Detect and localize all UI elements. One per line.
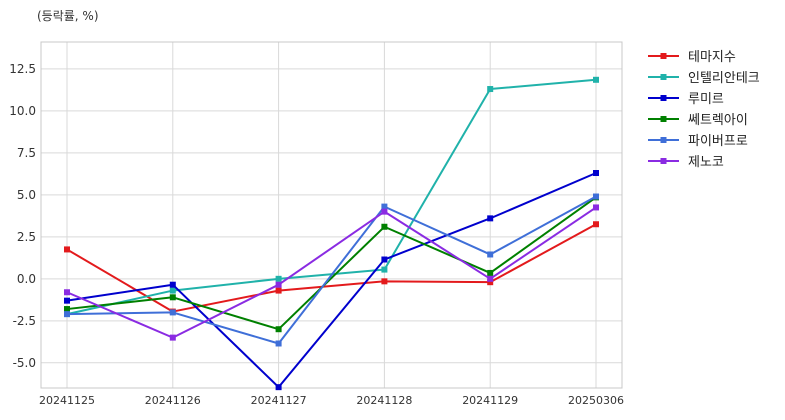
- y-tick-label: 2.5: [17, 230, 36, 244]
- data-point: [275, 326, 282, 333]
- y-tick-label: -2.5: [13, 314, 36, 328]
- x-axis-tick-labels: 20241125 20241126 20241127 20241128 20241129…: [39, 394, 624, 407]
- y-tick-label: 5.0: [17, 188, 36, 202]
- legend-item: 인텔리안테크: [648, 71, 760, 86]
- data-point: [381, 278, 388, 285]
- data-point: [169, 294, 176, 301]
- series-line: [64, 204, 599, 341]
- data-point: [381, 266, 388, 273]
- data-point: [275, 384, 282, 391]
- legend-item: 테마지수: [648, 50, 736, 65]
- data-point: [487, 275, 494, 282]
- data-point: [64, 246, 70, 253]
- series-lines: [64, 76, 599, 391]
- legend-marker: [660, 53, 667, 59]
- data-point: [593, 204, 599, 211]
- data-point: [487, 269, 494, 276]
- plot-area: [40, 41, 623, 389]
- legend-label: 테마지수: [688, 50, 736, 65]
- data-point: [169, 287, 176, 294]
- data-point: [381, 203, 388, 210]
- series-path: [66, 195, 597, 345]
- y-tick-label: -5.0: [13, 356, 36, 370]
- data-point: [593, 193, 599, 200]
- legend-marker: [660, 158, 667, 164]
- x-tick-label: 20241128: [356, 394, 412, 407]
- legend-item: 파이버프로: [648, 134, 748, 149]
- legend-marker: [660, 74, 667, 80]
- legend-label: 쎄트렉아이: [688, 113, 748, 128]
- data-point: [64, 311, 70, 318]
- data-point: [487, 279, 494, 286]
- data-point: [275, 275, 282, 282]
- series-path: [66, 223, 597, 313]
- data-point: [275, 340, 282, 347]
- x-tick-label: 20241125: [39, 394, 95, 407]
- series-path: [66, 172, 597, 389]
- data-point: [169, 334, 176, 341]
- series-path: [66, 196, 597, 331]
- y-tick-label: 10.0: [9, 104, 36, 118]
- series-line: [64, 76, 599, 318]
- x-tick-label: 20241127: [251, 394, 307, 407]
- legend-label: 제노코: [688, 155, 724, 170]
- data-point: [64, 289, 70, 296]
- data-point: [593, 170, 599, 177]
- legend-label: 루미르: [688, 92, 724, 107]
- x-tick-label: 20241129: [462, 394, 518, 407]
- grid-lines: [41, 42, 622, 388]
- legend-item: 제노코: [648, 155, 724, 170]
- legend-marker: [660, 137, 667, 143]
- data-point: [487, 215, 494, 222]
- legend-marker: [660, 95, 667, 101]
- data-point: [64, 306, 70, 313]
- legend-item: 루미르: [648, 92, 724, 107]
- data-point: [487, 251, 494, 258]
- data-point: [64, 297, 70, 304]
- series-line: [64, 194, 599, 333]
- data-point: [275, 287, 282, 294]
- y-tick-label: 7.5: [17, 146, 36, 160]
- unit-label: (등락률, %): [37, 9, 99, 23]
- legend-label: 인텔리안테크: [688, 71, 760, 86]
- legend-marker: [660, 116, 667, 122]
- data-point: [381, 208, 388, 215]
- data-point: [593, 221, 599, 228]
- data-point: [487, 86, 494, 93]
- data-point: [169, 309, 176, 316]
- series-path: [66, 206, 597, 339]
- y-tick-label: 12.5: [9, 62, 36, 76]
- x-tick-label: 20250306: [568, 394, 624, 407]
- x-tick-label: 20241126: [145, 394, 201, 407]
- legend-label: 파이버프로: [688, 134, 748, 149]
- legend-item: 쎄트렉아이: [648, 113, 748, 128]
- data-point: [381, 256, 388, 263]
- data-point: [275, 281, 282, 288]
- y-tick-label: 0.0: [17, 272, 36, 286]
- series-line: [64, 193, 599, 347]
- data-point: [381, 223, 388, 230]
- data-point: [593, 76, 599, 83]
- series-line: [64, 170, 599, 391]
- data-point: [169, 281, 176, 288]
- y-axis-tick-labels: -5.0 -2.5 0.0 2.5 5.0 7.5 10.0 12.5: [9, 62, 36, 370]
